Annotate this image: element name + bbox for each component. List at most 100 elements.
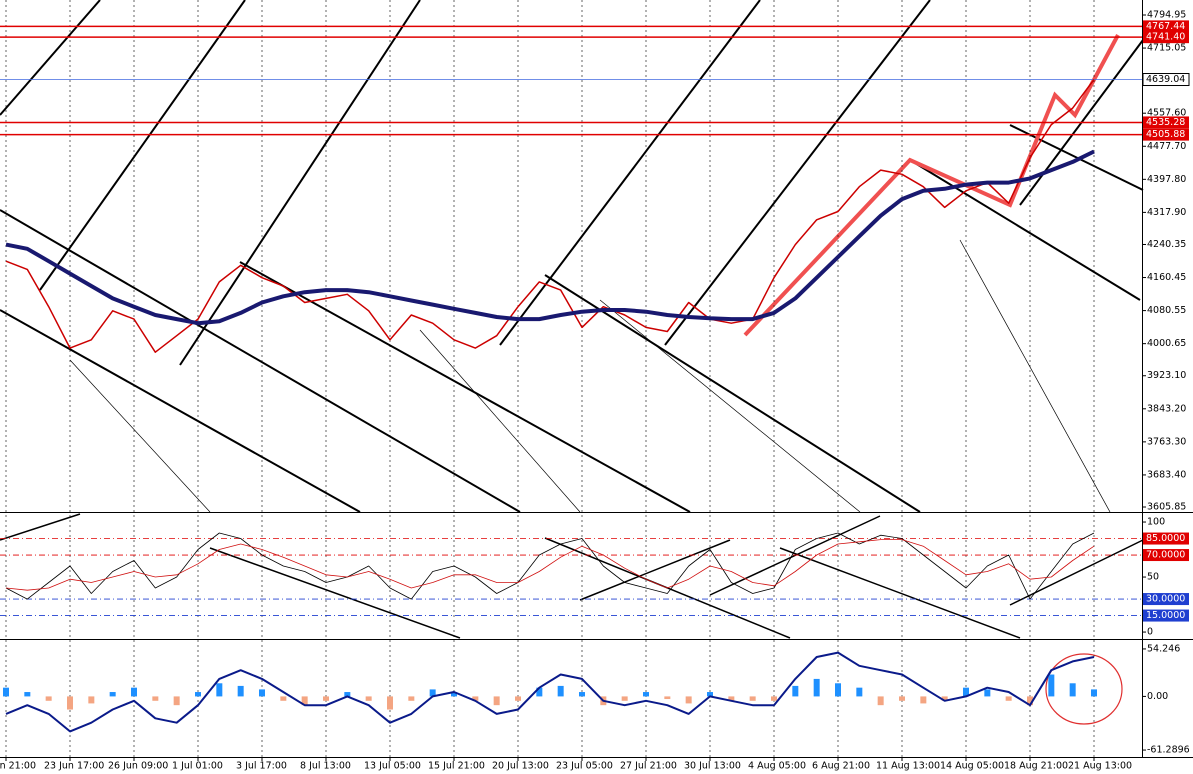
histogram-bar (728, 696, 735, 701)
level-label: 15.0000 (1146, 610, 1185, 621)
histogram-bar (280, 696, 287, 701)
histogram-bar (920, 696, 927, 704)
y-tick-label: 4000.65 (1147, 338, 1186, 349)
x-tick-label: 14 Aug 05:00 (940, 761, 1004, 772)
y-tick-label: 4477.70 (1147, 141, 1186, 152)
level-label: 4505.88 (1146, 129, 1185, 140)
histogram-bar (301, 696, 308, 706)
histogram-bar (131, 687, 137, 697)
level-badge (1143, 31, 1189, 44)
y-tick-label: 3923.10 (1147, 370, 1186, 381)
level-label: 30.0000 (1146, 594, 1185, 605)
x-tick-label: 18 Aug 21:00 (1004, 761, 1068, 772)
histogram-bar (771, 696, 777, 701)
histogram-bar (664, 696, 671, 700)
histogram-bar (88, 696, 95, 704)
histogram-bar (472, 696, 479, 701)
y-tick-label: 3683.40 (1147, 469, 1186, 480)
histogram-bar (195, 692, 201, 697)
trend-lines (0, 0, 1144, 639)
series-line (5, 651, 1095, 733)
x-tick-label: 27 Jul 21:00 (620, 761, 677, 772)
histogram-bar (515, 696, 521, 701)
x-tick-label: 30 Jul 13:00 (684, 761, 741, 772)
histogram-bar (557, 685, 564, 697)
histogram-bar (173, 696, 180, 706)
y-tick-label: 0 (1147, 627, 1153, 638)
histogram-bar (1069, 683, 1076, 697)
histogram-bar (835, 683, 841, 697)
y-tick-label: 50 (1147, 572, 1159, 583)
x-tick-label: 20 Jul 13:00 (492, 761, 549, 772)
x-tick-label: 23 Jun 17:00 (44, 761, 104, 772)
histogram-bar (109, 692, 116, 697)
x-tick-label: 15 Jul 21:00 (428, 761, 485, 772)
y-tick-label: 4240.35 (1147, 239, 1186, 250)
x-tick-label: 26 Jun 09:00 (108, 761, 168, 772)
y-tick-label: -61.2896 (1147, 745, 1190, 756)
histogram-bar (45, 696, 52, 701)
histogram-bar (1048, 674, 1055, 697)
highlight-circle (1045, 653, 1123, 725)
x-tick-label: 8 Jul 13:00 (300, 761, 351, 772)
x-tick-label: 21 Aug 13:00 (1068, 761, 1132, 772)
histogram-bar (579, 692, 585, 697)
histogram-bar (24, 692, 31, 697)
level-badge (1142, 73, 1190, 87)
level-badge (1143, 609, 1189, 622)
histogram-bar (408, 696, 415, 701)
y-tick-label: 3843.20 (1147, 403, 1186, 414)
histogram-bar (856, 687, 863, 697)
series-line (5, 539, 1095, 591)
histogram-bar (429, 689, 436, 697)
level-label: 4741.40 (1146, 32, 1185, 43)
histogram-bar (749, 696, 756, 701)
y-tick-label: 4557.60 (1147, 108, 1186, 119)
histogram-bar (899, 696, 905, 701)
histogram-bar (344, 692, 351, 697)
level-label: 4767.44 (1146, 21, 1185, 32)
level-badge (1143, 549, 1189, 562)
series-line (5, 532, 1095, 600)
level-label: 85.0000 (1146, 533, 1185, 544)
histogram-bar (963, 687, 969, 697)
level-label: 70.0000 (1146, 550, 1185, 561)
histogram-bar (621, 696, 628, 701)
y-tick-label: 100 (1147, 517, 1165, 528)
histogram-bar (984, 689, 991, 697)
y-tick-label: 4794.95 (1147, 9, 1186, 20)
level-badge (1143, 116, 1189, 129)
histogram-bar (67, 696, 73, 710)
x-tick-label: 11 Aug 13:00 (876, 761, 940, 772)
histogram-bar (1027, 696, 1033, 706)
x-tick-label: 13 Jul 05:00 (364, 761, 421, 772)
histogram-bar (259, 689, 265, 697)
histogram-bar (877, 696, 884, 706)
histogram-bar (1091, 689, 1097, 697)
y-tick-label: 4397.80 (1147, 174, 1186, 185)
y-tick-label: 3605.85 (1147, 502, 1186, 513)
x-tick-label: 3 Jul 17:00 (236, 761, 287, 772)
x-tick-label: 6 Aug 21:00 (812, 761, 870, 772)
x-tick-label: 1 Jul 01:00 (172, 761, 223, 772)
x-tick-label: Jun 21:00 (0, 761, 36, 772)
level-badge (1143, 593, 1189, 606)
level-badge (1143, 532, 1189, 545)
histogram-bar (643, 692, 649, 697)
histogram-bar (216, 683, 223, 697)
level-label: 4639.04 (1146, 74, 1185, 85)
y-tick-label: 4160.45 (1147, 272, 1186, 283)
x-tick-label: 23 Jul 05:00 (556, 761, 613, 772)
y-tick-label: 4080.55 (1147, 305, 1186, 316)
histogram-bar (792, 685, 799, 697)
x-tick-label: 4 Aug 05:00 (748, 761, 806, 772)
histogram-bar (536, 687, 543, 697)
histogram-bar (685, 696, 692, 704)
level-badge (1143, 20, 1189, 33)
histogram-bar (451, 692, 457, 697)
histogram-bar (493, 696, 500, 706)
pane-borders (0, 0, 1193, 758)
histogram-bar (365, 696, 372, 701)
series-line (5, 149, 1095, 326)
level-label: 4535.28 (1146, 117, 1185, 128)
